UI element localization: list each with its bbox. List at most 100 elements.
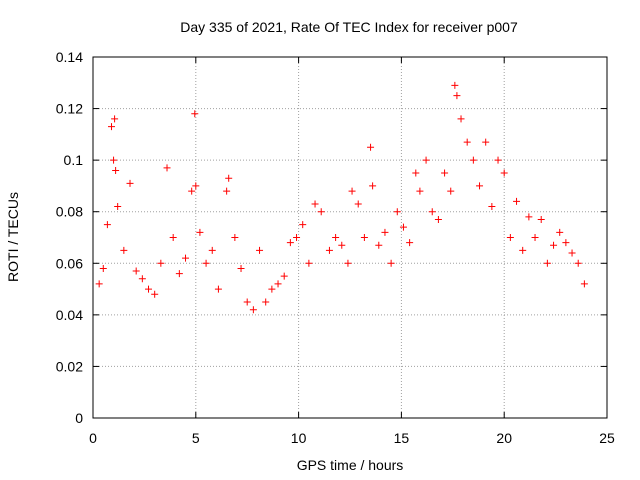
data-points [95, 81, 588, 314]
y-tick-label: 0.08 [56, 204, 83, 220]
x-tick-label: 5 [192, 430, 200, 446]
data-point [256, 246, 264, 254]
data-point [422, 156, 430, 164]
data-point [381, 228, 389, 236]
data-point [114, 203, 122, 211]
data-point [447, 187, 455, 195]
data-point [311, 200, 319, 208]
y-tick-label: 0.12 [56, 101, 83, 117]
data-point [188, 187, 196, 195]
x-tick-label: 0 [89, 430, 97, 446]
y-tick-label: 0 [75, 410, 83, 426]
data-point [568, 249, 576, 257]
data-point [325, 246, 333, 254]
data-point [375, 241, 383, 249]
data-point [208, 246, 216, 254]
data-point [393, 208, 401, 216]
data-point [482, 138, 490, 146]
data-point [562, 239, 570, 247]
data-point [132, 267, 140, 275]
x-tick-label: 20 [496, 430, 512, 446]
data-point [262, 298, 270, 306]
data-point [457, 115, 465, 123]
data-point [469, 156, 477, 164]
data-point [387, 259, 395, 267]
data-point [175, 270, 183, 278]
data-point [182, 254, 190, 262]
data-point [110, 156, 118, 164]
data-point [519, 246, 527, 254]
data-point [145, 285, 153, 293]
data-point [543, 259, 551, 267]
y-tick-label: 0.02 [56, 358, 83, 374]
data-point [126, 179, 134, 187]
data-point [434, 215, 442, 223]
data-point [367, 143, 375, 151]
data-point [354, 200, 362, 208]
data-point [574, 259, 582, 267]
data-point [317, 208, 325, 216]
data-point [274, 280, 282, 288]
data-point [280, 272, 288, 280]
data-point [231, 234, 239, 241]
data-point [453, 92, 461, 100]
data-point [191, 110, 199, 118]
x-axis-title: GPS time / hours [297, 457, 404, 473]
data-point [120, 246, 128, 254]
data-point [369, 182, 377, 190]
data-point [451, 81, 459, 89]
data-point [348, 187, 356, 195]
data-point [332, 234, 340, 241]
x-tick-label: 10 [291, 430, 307, 446]
y-tick-label: 0.04 [56, 307, 83, 323]
y-tick-label: 0.06 [56, 255, 83, 271]
grid-lines [93, 57, 607, 418]
y-tick-label: 0.1 [64, 152, 84, 168]
data-point [249, 306, 257, 314]
data-point [338, 241, 346, 249]
data-point [225, 174, 233, 182]
data-point [488, 203, 496, 211]
data-point [412, 169, 420, 177]
data-point [196, 228, 204, 236]
x-tick-label: 25 [599, 430, 615, 446]
data-point [138, 275, 146, 283]
data-point [243, 298, 251, 306]
data-point [202, 259, 210, 267]
data-point [157, 259, 165, 267]
data-point [463, 138, 471, 146]
data-point [223, 187, 231, 195]
data-point [169, 234, 177, 241]
data-point [112, 166, 120, 174]
data-point [163, 164, 171, 172]
data-point [111, 115, 119, 123]
data-point [108, 123, 116, 131]
data-point [537, 215, 545, 223]
data-point [192, 182, 200, 190]
chart-title: Day 335 of 2021, Rate Of TEC Index for r… [180, 19, 518, 35]
data-point [95, 280, 103, 288]
data-point [293, 234, 301, 241]
data-point [268, 285, 276, 293]
data-point [299, 221, 307, 229]
data-point [494, 156, 502, 164]
y-tick-label: 0.14 [56, 49, 83, 65]
x-tick-labels: 0 5 10 15 20 25 [89, 430, 615, 446]
data-point [344, 259, 352, 267]
y-axis-title: ROTI / TECUs [5, 192, 21, 282]
axis-ticks [92, 56, 608, 419]
data-point [525, 213, 533, 221]
data-point [513, 197, 521, 205]
data-point [500, 169, 508, 177]
data-point [151, 290, 159, 298]
data-point [428, 208, 436, 216]
data-point [103, 221, 111, 229]
data-point [406, 239, 414, 247]
data-point [556, 228, 564, 236]
x-tick-label: 15 [394, 430, 410, 446]
y-tick-labels: 0 0.02 0.04 0.06 0.08 0.1 0.12 0.14 [56, 49, 83, 426]
data-point [506, 234, 514, 241]
data-point [416, 187, 424, 195]
data-point [360, 234, 368, 241]
